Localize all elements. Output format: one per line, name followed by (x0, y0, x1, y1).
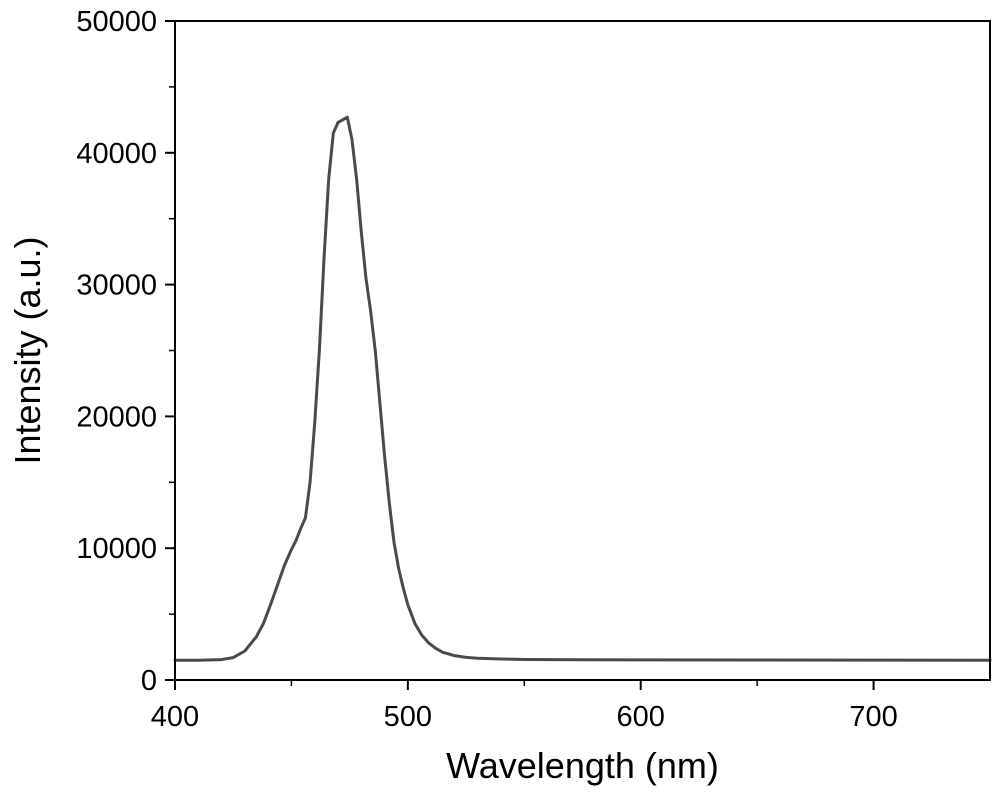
major-ticks (165, 21, 874, 690)
minor-ticks (169, 87, 757, 686)
x-axis-title: Wavelength (nm) (446, 745, 719, 786)
plot-frame (175, 21, 990, 680)
y-axis-title: Intensity (a.u.) (7, 236, 48, 464)
y-tick-label: 40000 (76, 138, 157, 170)
x-tick-label: 600 (617, 701, 665, 733)
tick-labels: 400 500 600 700 0 10000 20000 30000 40000 50000 (76, 6, 897, 733)
x-tick-label: 500 (384, 701, 432, 733)
y-tick-label: 20000 (76, 401, 157, 433)
x-tick-label: 700 (849, 701, 897, 733)
series-layer (175, 117, 990, 660)
y-tick-label: 30000 (76, 270, 157, 302)
y-tick-label: 10000 (76, 533, 157, 565)
y-tick-label: 50000 (76, 6, 157, 38)
x-tick-label: 400 (151, 701, 199, 733)
y-tick-label: 0 (141, 665, 157, 697)
series-line-0 (175, 117, 990, 660)
